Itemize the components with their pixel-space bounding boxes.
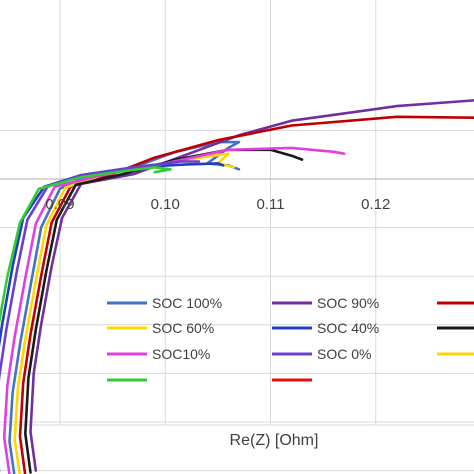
x-tick-labels: 0.090.100.110.120: [45, 196, 390, 213]
x-tick-label: 0.10: [151, 196, 180, 213]
legend-label: SOC10%: [152, 346, 210, 362]
legend: SOC 100%SOC 90%SOC 70%SOC 60%SOC 40%SOC …: [107, 295, 474, 382]
series-line: [13, 152, 235, 474]
series-line: [2, 146, 346, 474]
legend-label: SOC 100%: [152, 295, 222, 311]
x-tick-label: 0.11: [256, 196, 284, 213]
x-axis-label: Re(Z) [Ohm]: [230, 432, 319, 449]
series-line: [0, 162, 225, 348]
x-tick-label: 0.09: [45, 196, 74, 213]
series-line: [0, 160, 201, 473]
series-line: [29, 99, 474, 472]
legend-label: SOC 60%: [152, 320, 214, 336]
series-line: [18, 115, 474, 474]
plot-area: [0, 99, 474, 474]
series-line: [0, 166, 172, 325]
legend-label: SOC 0%: [317, 346, 371, 362]
legend-label: SOC 40%: [317, 320, 379, 336]
legend-label: SOC 90%: [317, 295, 379, 311]
x-tick-label: 0.12: [361, 196, 390, 213]
